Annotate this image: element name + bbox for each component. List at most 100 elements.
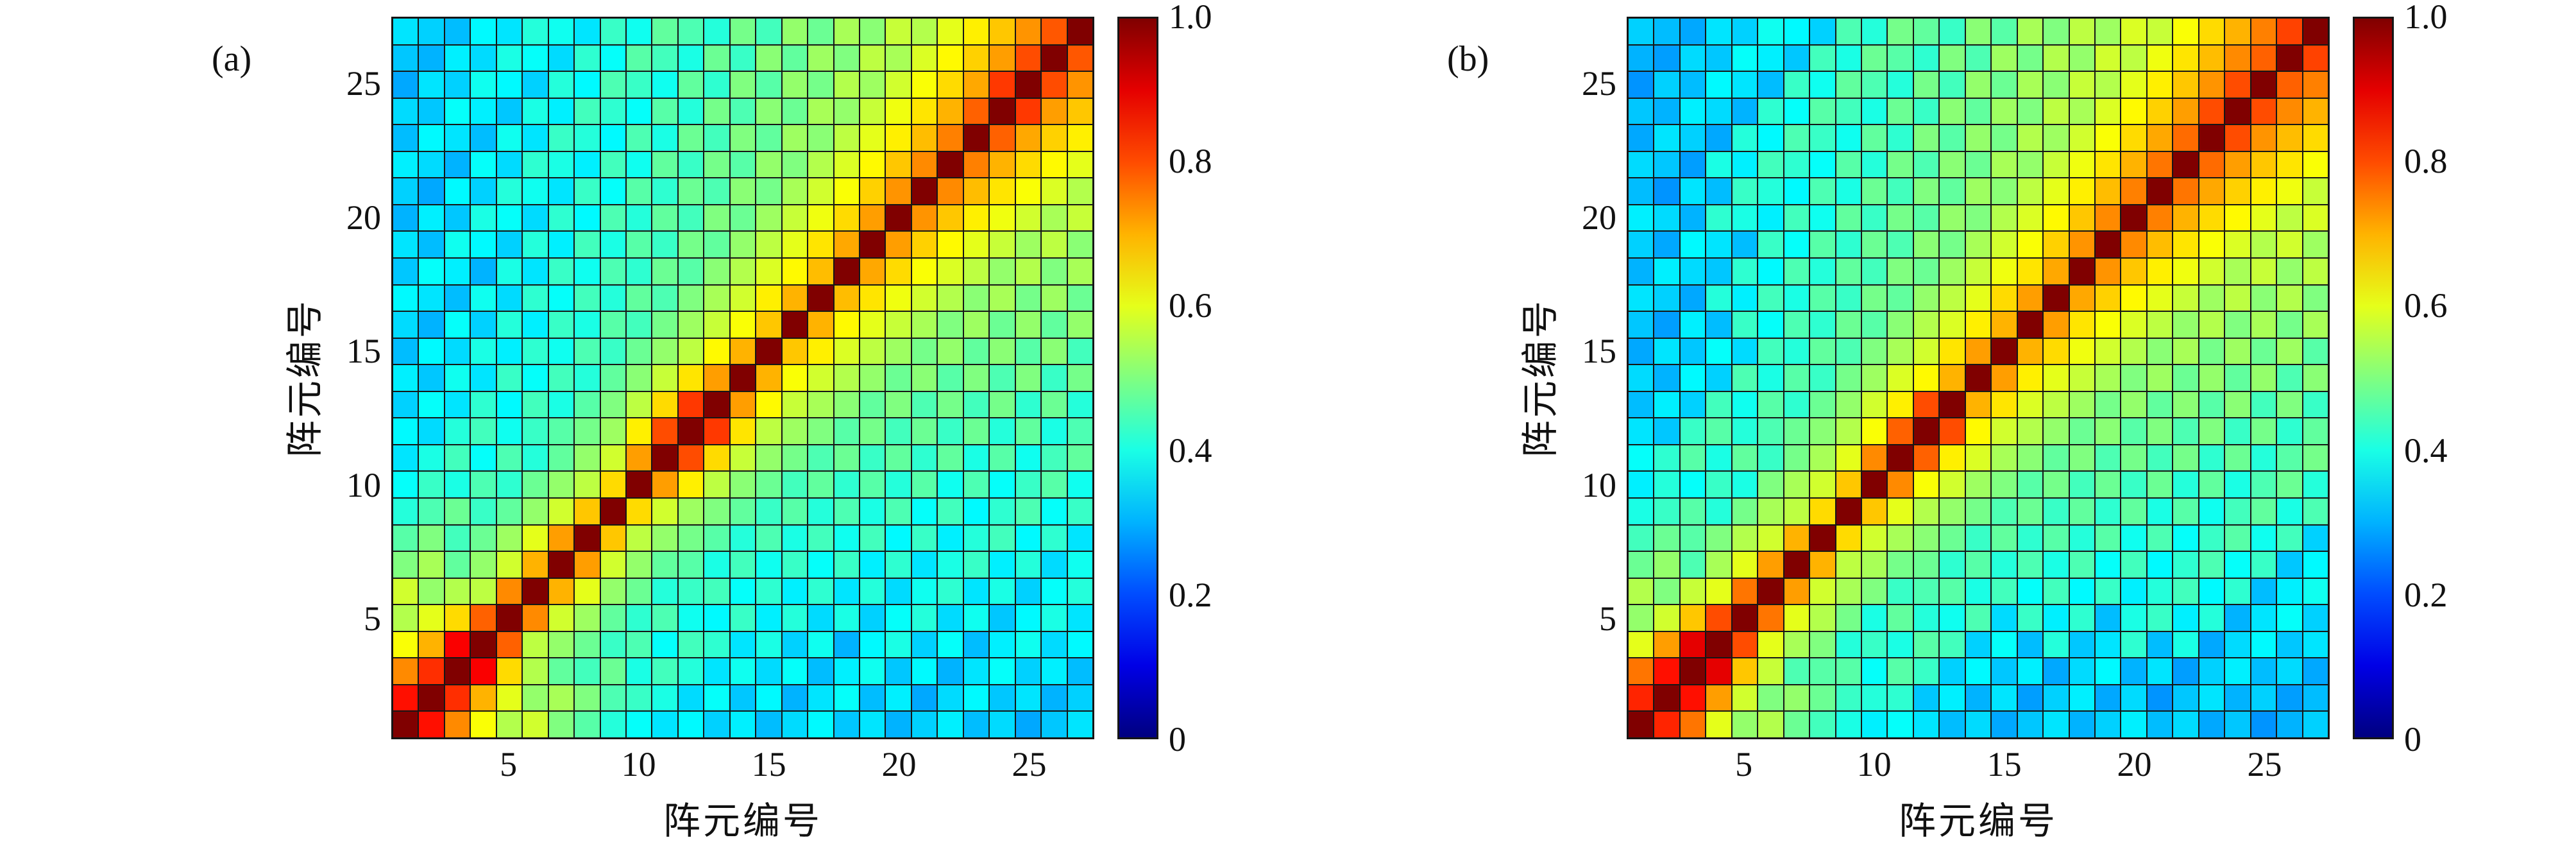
heatmap-cell bbox=[1784, 178, 1809, 204]
heatmap-cell bbox=[2095, 125, 2121, 151]
heatmap-cell bbox=[1784, 125, 1809, 151]
heatmap-cell bbox=[963, 472, 989, 497]
heatmap-cell bbox=[990, 205, 1015, 231]
heatmap-cell bbox=[808, 45, 833, 71]
heatmap-cell bbox=[938, 578, 963, 605]
heatmap-cell bbox=[1706, 45, 1731, 71]
heatmap-cell bbox=[652, 445, 677, 471]
heatmap-cell bbox=[886, 658, 911, 684]
y-tick-labels: 5 10 15 20 25 bbox=[1563, 17, 1627, 739]
heatmap-cell bbox=[2199, 712, 2224, 737]
heatmap-cell bbox=[471, 72, 496, 98]
heatmap-cell bbox=[730, 338, 756, 364]
heatmap-cell bbox=[678, 72, 704, 98]
heatmap-cell bbox=[1067, 285, 1092, 311]
heatmap-cell bbox=[1940, 631, 1965, 658]
heatmap-cell bbox=[808, 178, 833, 204]
heatmap-cell bbox=[2199, 658, 2224, 684]
heatmap-cell bbox=[2017, 525, 2043, 551]
heatmap-cell bbox=[600, 631, 625, 658]
heatmap-cell bbox=[1836, 178, 1861, 204]
heatmap-cell bbox=[1913, 178, 1939, 204]
heatmap-cell bbox=[2147, 472, 2173, 497]
heatmap-cell bbox=[1861, 259, 1887, 284]
heatmap-cell bbox=[1706, 72, 1731, 98]
heatmap-cell bbox=[1015, 285, 1041, 311]
heatmap-cell bbox=[600, 98, 625, 124]
heatmap-cell bbox=[2199, 605, 2224, 631]
heatmap-cell bbox=[1784, 445, 1809, 471]
heatmap-cell bbox=[652, 391, 677, 418]
heatmap-cell bbox=[990, 338, 1015, 364]
heatmap-cell bbox=[2095, 605, 2121, 631]
heatmap-cell bbox=[652, 552, 677, 578]
heatmap-cell bbox=[1654, 631, 1679, 658]
heatmap-cell bbox=[575, 178, 600, 204]
heatmap-cell bbox=[1680, 259, 1706, 284]
heatmap-cell bbox=[1732, 418, 1758, 444]
heatmap-cell bbox=[1067, 418, 1092, 444]
heatmap-cell bbox=[2251, 658, 2276, 684]
heatmap-cell bbox=[1913, 98, 1939, 124]
heatmap-cell bbox=[1654, 391, 1679, 418]
heatmap-cell bbox=[1888, 685, 1913, 711]
heatmap-cell bbox=[2069, 445, 2094, 471]
heatmap-cell bbox=[2121, 578, 2146, 605]
heatmap-cell bbox=[834, 98, 859, 124]
heatmap-cell bbox=[2251, 178, 2276, 204]
heatmap-cell bbox=[2147, 418, 2173, 444]
heatmap-cell bbox=[2251, 391, 2276, 418]
heatmap-cell bbox=[911, 338, 937, 364]
heatmap-cell bbox=[911, 72, 937, 98]
heatmap-cell bbox=[2044, 605, 2069, 631]
heatmap-cell bbox=[1706, 178, 1731, 204]
heatmap-cell bbox=[2147, 178, 2173, 204]
heatmap-cell bbox=[1758, 578, 1783, 605]
heatmap-cell bbox=[2199, 418, 2224, 444]
heatmap-cell bbox=[1913, 552, 1939, 578]
heatmap-cell bbox=[600, 499, 625, 524]
heatmap-cell bbox=[1680, 365, 1706, 391]
heatmap-cell bbox=[678, 712, 704, 737]
heatmap-cell bbox=[1992, 72, 2017, 98]
heatmap-cell bbox=[2303, 98, 2328, 124]
heatmap-cell bbox=[1940, 178, 1965, 204]
heatmap-cell bbox=[782, 151, 808, 178]
heatmap-cell bbox=[1732, 499, 1758, 524]
heatmap-cell bbox=[2303, 418, 2328, 444]
heatmap-cell bbox=[2147, 19, 2173, 44]
heatmap-cell bbox=[471, 445, 496, 471]
heatmap-cell bbox=[548, 19, 574, 44]
heatmap-cell bbox=[2225, 312, 2250, 338]
heatmap-cell bbox=[756, 445, 781, 471]
heatmap-cell bbox=[2017, 552, 2043, 578]
heatmap-cell bbox=[626, 418, 652, 444]
heatmap-cell bbox=[886, 552, 911, 578]
heatmap-cell bbox=[652, 98, 677, 124]
heatmap-cell bbox=[938, 205, 963, 231]
heatmap-cell bbox=[2095, 312, 2121, 338]
heatmap-cell bbox=[1067, 205, 1092, 231]
heatmap-cell bbox=[471, 232, 496, 257]
heatmap-cell bbox=[2095, 365, 2121, 391]
heatmap-cell bbox=[1015, 685, 1041, 711]
heatmap-cell bbox=[1913, 72, 1939, 98]
heatmap-cell bbox=[1042, 631, 1067, 658]
heatmap-cell bbox=[2173, 578, 2198, 605]
heatmap-cell bbox=[471, 685, 496, 711]
heatmap-cell bbox=[1965, 712, 1991, 737]
heatmap-cell bbox=[1992, 45, 2017, 71]
heatmap-cell bbox=[600, 45, 625, 71]
heatmap-cell bbox=[1758, 125, 1783, 151]
heatmap-cell bbox=[756, 98, 781, 124]
heatmap-cell bbox=[2277, 499, 2302, 524]
heatmap-cell bbox=[548, 232, 574, 257]
heatmap-cell bbox=[782, 685, 808, 711]
heatmap-cell bbox=[1836, 605, 1861, 631]
heatmap-cell bbox=[523, 259, 548, 284]
heatmap-cell bbox=[2147, 365, 2173, 391]
heatmap-cell bbox=[782, 45, 808, 71]
heatmap-cell bbox=[730, 312, 756, 338]
heatmap-cell bbox=[2225, 365, 2250, 391]
heatmap-cell bbox=[1861, 45, 1887, 71]
